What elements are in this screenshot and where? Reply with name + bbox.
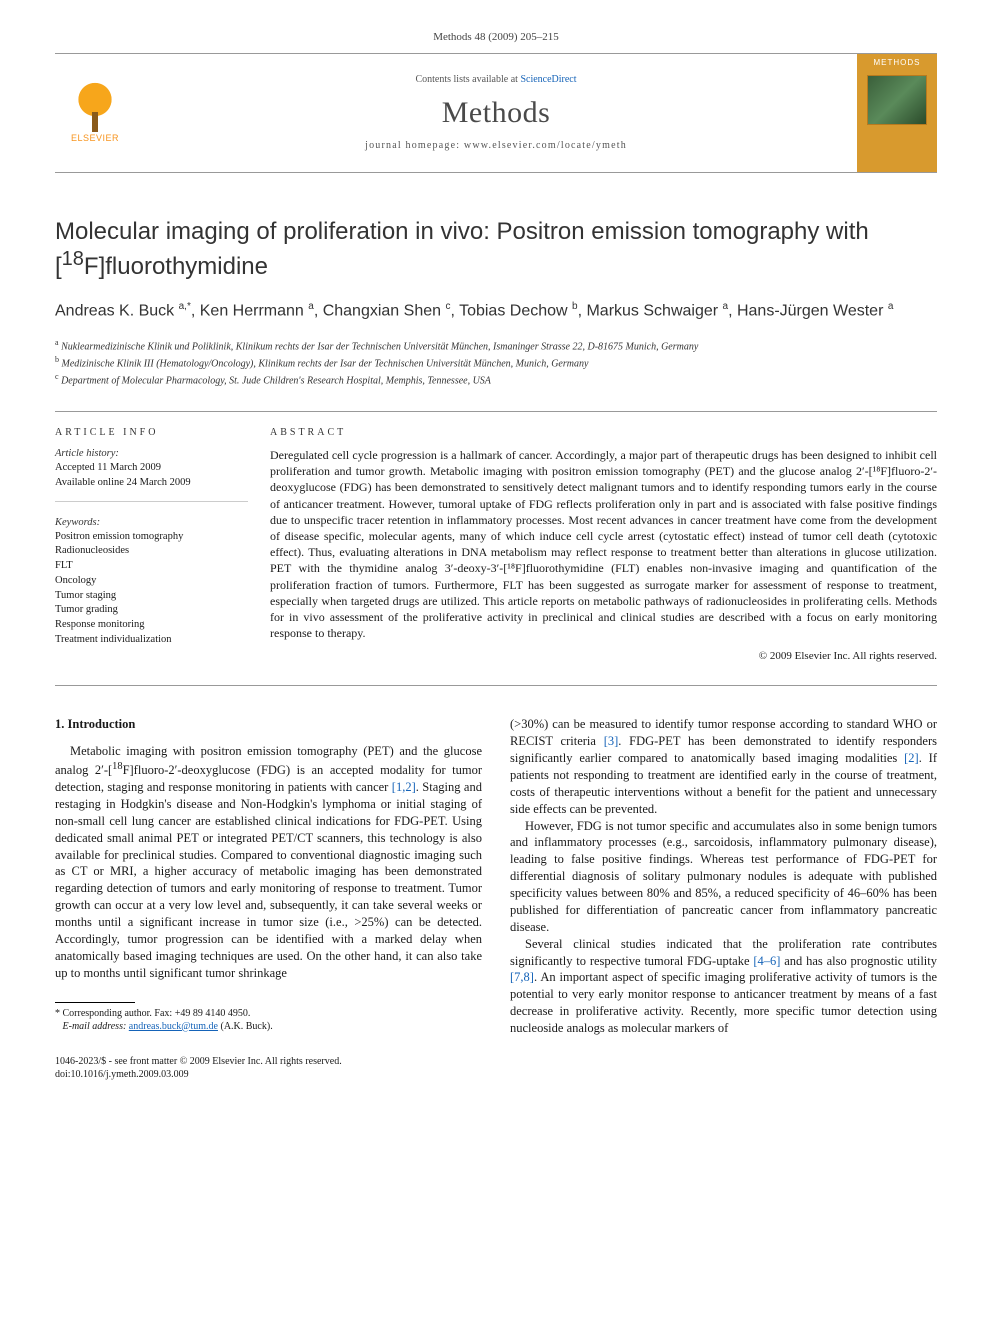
- section-1-heading: 1. Introduction: [55, 716, 482, 733]
- keyword-item: Treatment individualization: [55, 633, 248, 648]
- intro-paragraph-1b: (>30%) can be measured to identify tumor…: [510, 716, 937, 817]
- history-label: Article history:: [55, 447, 248, 461]
- keyword-item: Radionucleosides: [55, 544, 248, 559]
- keyword-item: Oncology: [55, 574, 248, 589]
- elsevier-tree-icon: [70, 82, 120, 132]
- email-footnote: E-mail address: andreas.buck@tum.de (A.K…: [55, 1020, 482, 1033]
- page-footer: 1046-2023/$ - see front matter © 2009 El…: [55, 1055, 937, 1082]
- keywords-label: Keywords:: [55, 516, 248, 530]
- keywords-block: Keywords: Positron emission tomographyRa…: [55, 516, 248, 658]
- cover-image-icon: [867, 75, 927, 125]
- affiliation-line: b Medizinische Klinik III (Hematology/On…: [55, 354, 937, 371]
- front-matter-line: 1046-2023/$ - see front matter © 2009 El…: [55, 1055, 937, 1069]
- contents-available-line: Contents lists available at ScienceDirec…: [415, 73, 576, 87]
- intro-paragraph-1: Metabolic imaging with positron emission…: [55, 743, 482, 981]
- email-author-name: (A.K. Buck).: [220, 1021, 272, 1032]
- footnote-separator: [55, 1002, 135, 1003]
- sciencedirect-link[interactable]: ScienceDirect: [520, 74, 576, 85]
- affiliations: a Nuklearmedizinische Klinik und Polikli…: [55, 337, 937, 389]
- article-info-heading: ARTICLE INFO: [55, 426, 248, 440]
- cover-title: METHODS: [874, 58, 921, 69]
- masthead: ELSEVIER Contents lists available at Sci…: [55, 53, 937, 173]
- article-title: Molecular imaging of proliferation in vi…: [55, 217, 937, 282]
- keyword-item: Positron emission tomography: [55, 530, 248, 545]
- publisher-logo: ELSEVIER: [55, 54, 135, 172]
- article-history-block: Article history: Accepted 11 March 2009 …: [55, 447, 248, 502]
- abstract-copyright: © 2009 Elsevier Inc. All rights reserved…: [270, 649, 937, 664]
- keyword-item: Tumor grading: [55, 603, 248, 618]
- affiliation-line: a Nuklearmedizinische Klinik und Polikli…: [55, 337, 937, 354]
- masthead-center: Contents lists available at ScienceDirec…: [135, 54, 857, 172]
- journal-homepage: journal homepage: www.elsevier.com/locat…: [365, 139, 627, 153]
- intro-paragraph-3: Several clinical studies indicated that …: [510, 936, 937, 1037]
- abstract-column: ABSTRACT Deregulated cell cycle progress…: [270, 426, 937, 672]
- keyword-item: Response monitoring: [55, 618, 248, 633]
- keyword-item: FLT: [55, 559, 248, 574]
- body-columns: 1. Introduction Metabolic imaging with p…: [55, 716, 937, 1037]
- available-online-date: Available online 24 March 2009: [55, 476, 248, 491]
- accepted-date: Accepted 11 March 2009: [55, 461, 248, 476]
- article-info-column: ARTICLE INFO Article history: Accepted 1…: [55, 426, 270, 672]
- doi-line: doi:10.1016/j.ymeth.2009.03.009: [55, 1068, 937, 1082]
- affiliation-line: c Department of Molecular Pharmacology, …: [55, 371, 937, 388]
- citation-line: Methods 48 (2009) 205–215: [55, 30, 937, 45]
- contents-prefix: Contents lists available at: [415, 74, 520, 85]
- keyword-item: Tumor staging: [55, 589, 248, 604]
- journal-cover-thumbnail: METHODS: [857, 54, 937, 172]
- keywords-list: Positron emission tomographyRadionucleos…: [55, 530, 248, 648]
- publisher-name: ELSEVIER: [71, 132, 119, 144]
- abstract-heading: ABSTRACT: [270, 426, 937, 440]
- author-list: Andreas K. Buck a,*, Ken Herrmann a, Cha…: [55, 300, 937, 323]
- intro-paragraph-2: However, FDG is not tumor specific and a…: [510, 818, 937, 936]
- info-abstract-row: ARTICLE INFO Article history: Accepted 1…: [55, 411, 937, 687]
- corresponding-email-link[interactable]: andreas.buck@tum.de: [129, 1021, 218, 1032]
- journal-name: Methods: [442, 93, 551, 134]
- email-label: E-mail address:: [63, 1021, 127, 1032]
- abstract-text: Deregulated cell cycle progression is a …: [270, 447, 937, 641]
- corresponding-author-footnote: * Corresponding author. Fax: +49 89 4140…: [55, 1007, 482, 1020]
